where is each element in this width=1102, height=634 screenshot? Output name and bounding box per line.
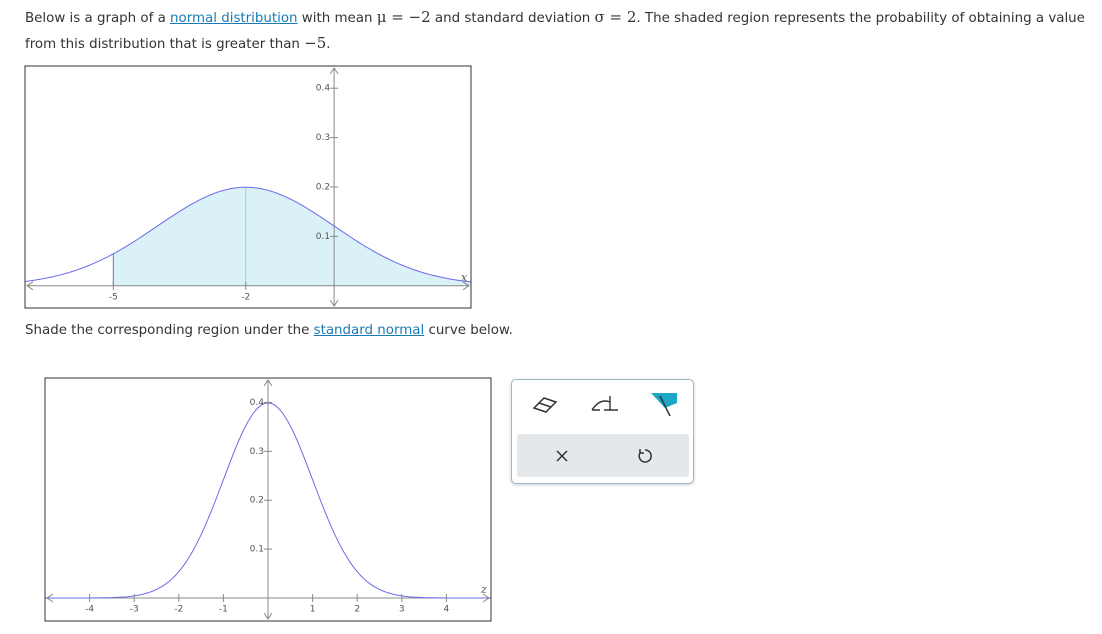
shade-tool[interactable] (648, 390, 680, 418)
text: and standard deviation (430, 11, 595, 26)
math: σ = 2 (594, 8, 637, 26)
action-bar (517, 434, 689, 477)
clear-button[interactable] (554, 448, 570, 464)
shaded-region (113, 187, 472, 286)
reset-button[interactable] (636, 447, 654, 465)
x-tick-label: 2 (354, 605, 360, 615)
graph[interactable]: -4 -3 -2 -1 1 2 3 4 0.1 0.2 0.3 0.4 z (44, 377, 492, 622)
text: . (326, 37, 331, 52)
y-tick-label: 0.2 (250, 496, 264, 506)
eraser-tool[interactable] (530, 392, 560, 416)
link[interactable]: standard normal (313, 323, 425, 338)
graph-frame (24, 65, 472, 309)
link[interactable]: normal distribution (170, 11, 298, 26)
x-tick-label: -1 (219, 605, 228, 615)
text: . The shaded region represents the proba… (25, 11, 1085, 52)
x-tick-label: 3 (399, 605, 405, 615)
x-tick-label: -2 (174, 605, 183, 615)
instruction: Shade the corresponding region under the… (25, 319, 513, 343)
text: Below is a graph of a (25, 11, 171, 26)
boundary-tool[interactable] (590, 392, 622, 416)
graph: -5 -2 0.1 0.2 0.3 0.4 x (24, 65, 472, 309)
graph-frame (44, 377, 492, 622)
y-tick-label: 0.1 (316, 232, 330, 242)
x-tick-label: -5 (109, 292, 118, 302)
y-tick-label: 0.4 (316, 84, 331, 94)
y-tick-label: 0.1 (250, 545, 264, 555)
axis-arrows (26, 67, 470, 307)
y-tick-label: 0.3 (250, 447, 264, 457)
axis-label: z (480, 583, 487, 596)
math: −5 (304, 34, 327, 52)
y-tick-label: 0.3 (316, 133, 330, 143)
toolbox (511, 379, 694, 484)
y-tick-label: 0.4 (250, 398, 265, 408)
curve (24, 186, 472, 283)
math: μ = −2 (376, 8, 431, 26)
axis-label: x (461, 271, 468, 284)
curve (45, 402, 491, 599)
text: curve below. (424, 323, 513, 338)
text: with mean (297, 11, 377, 26)
prompt: Below is a graph of a normal distributio… (25, 5, 1100, 57)
x-tick-label: -2 (241, 292, 250, 302)
x-tick-label: -4 (85, 605, 94, 615)
x-tick-label: 4 (444, 605, 450, 615)
text: Shade the corresponding region under the (25, 323, 314, 338)
y-tick-label: 0.2 (316, 183, 330, 193)
x-tick-label: -3 (130, 605, 139, 615)
x-tick-label: 1 (310, 605, 316, 615)
